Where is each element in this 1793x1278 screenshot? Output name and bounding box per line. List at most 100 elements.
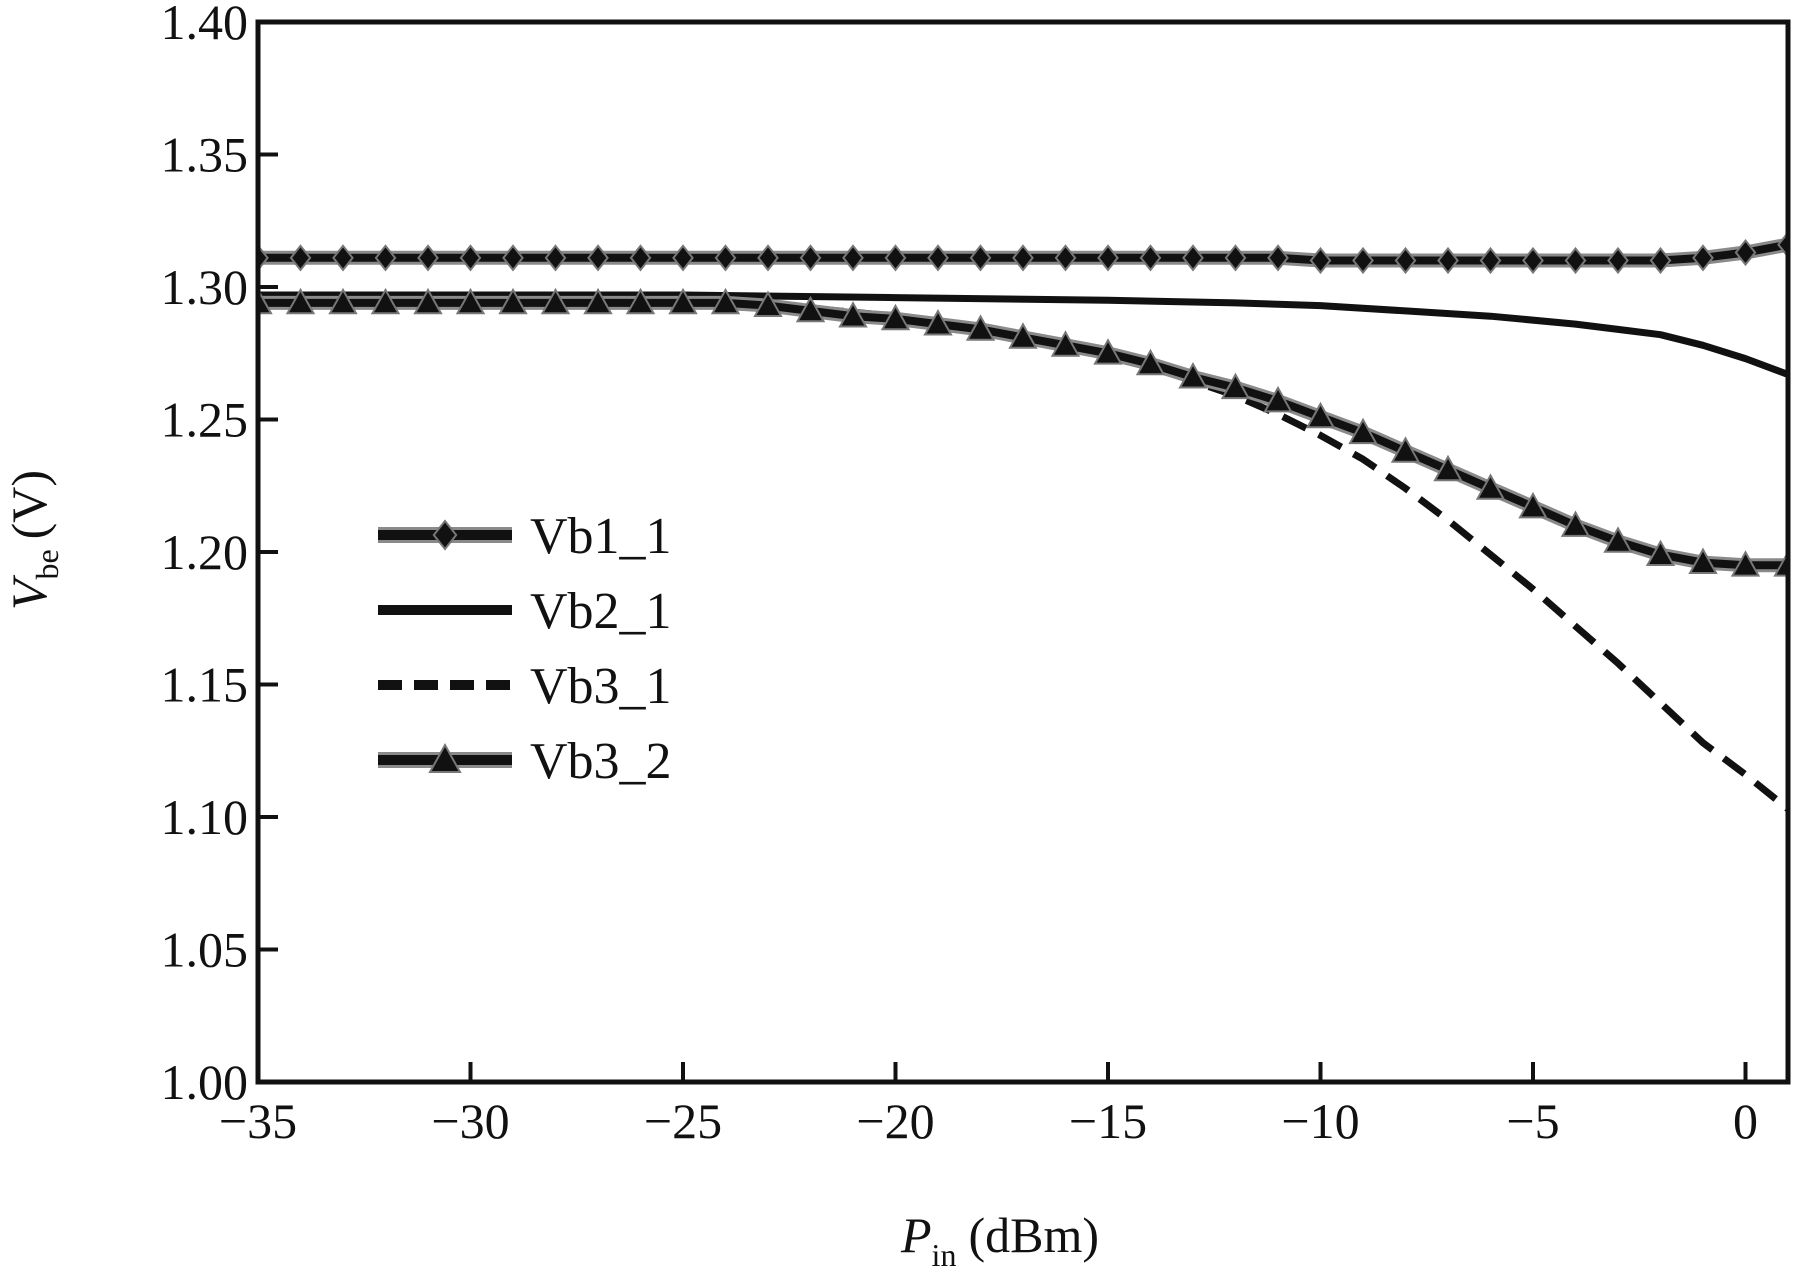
series-line-Vb3_1 — [258, 299, 1788, 812]
y-axis-label-main: V — [1, 574, 57, 610]
series-Vb3_2-marker — [1603, 526, 1633, 553]
legend-label: Vb2_1 — [530, 583, 672, 640]
series-Vb3_2-marker — [540, 287, 571, 315]
series-Vb3_2-marker — [1220, 372, 1251, 400]
series-Vb3_2-marker — [1475, 473, 1506, 500]
x-tick-label: −30 — [431, 1093, 509, 1149]
y-tick-label: 1.05 — [161, 922, 249, 978]
series-Vb1_1-marker — [1182, 244, 1204, 272]
series-Vb1_1-marker — [757, 244, 779, 272]
series-Vb1_1-marker — [1734, 238, 1757, 267]
legend-label: Vb1_1 — [530, 508, 672, 565]
series-Vb1_1 — [258, 230, 1788, 275]
series-Vb3_2-marker — [1560, 510, 1591, 537]
x-tick-label: −5 — [1506, 1093, 1559, 1149]
legend-label: Vb3_1 — [530, 658, 672, 715]
series-Vb1_1-marker — [1649, 246, 1672, 275]
series-Vb3_2-marker — [795, 295, 826, 323]
y-axis-ticks: 1.00 1.05 1.10 1.15 1.20 1.25 1.30 1.35 1.40 — [161, 0, 278, 1110]
series-line-Vb2_1 — [258, 291, 1788, 378]
series-Vb1_1-marker — [842, 244, 864, 272]
legend-item-Vb2_1: Vb2_1 — [378, 583, 672, 640]
series-Vb1_1-marker — [587, 244, 609, 272]
series-Vb1_1-marker — [1607, 246, 1629, 275]
y-tick-label: 1.10 — [161, 789, 249, 845]
legend-marker — [428, 742, 462, 773]
series-Vb3_2-marker — [880, 303, 911, 331]
series-Vb1_1-marker — [1054, 244, 1077, 272]
series-Vb3_2-marker — [1433, 454, 1463, 482]
legend-marker — [432, 519, 458, 551]
plot-frame — [255, 19, 1791, 1085]
series-Vb1_1-marker — [1097, 244, 1119, 272]
series-Vb1_1-marker — [459, 244, 482, 272]
series-Vb1_1-marker — [332, 244, 354, 272]
series-Vb1_1-marker — [1394, 246, 1417, 275]
series-Vb1_1-marker — [289, 244, 312, 272]
legend-label: Vb3_2 — [530, 733, 672, 790]
y-tick-label: 1.30 — [161, 259, 249, 315]
x-axis-label-unit: (dBm) — [968, 1207, 1099, 1263]
x-tick-label: 0 — [1733, 1093, 1758, 1149]
series-Vb1_1-marker — [1224, 244, 1247, 272]
series-Vb3_2-marker — [285, 287, 316, 315]
series-Vb1_1-marker — [884, 244, 907, 272]
series-Vb1_1-marker — [1139, 244, 1162, 272]
y-tick-label: 1.40 — [161, 0, 249, 50]
series-Vb1_1-marker — [1437, 246, 1459, 275]
legend-item-Vb1_1: Vb1_1 — [378, 508, 672, 565]
legend-item-Vb3_2: Vb3_2 — [378, 733, 672, 790]
y-axis-label-unit: (V) — [1, 470, 57, 539]
series-Vb3_2-marker — [1390, 436, 1421, 463]
y-axis-label: Vbe (V) — [1, 470, 65, 610]
series-Vb1_1-marker — [927, 244, 949, 272]
series-Vb3_2-marker — [1093, 338, 1123, 365]
x-axis-ticks: −35 −30 −25 −20 −15 −10 −5 0 — [219, 1062, 1758, 1149]
series-Vb1_1-marker — [1309, 246, 1332, 275]
series-Vb3_2-marker — [1645, 539, 1676, 567]
series-Vb1_1-marker — [417, 244, 439, 272]
series-Vb3_2-marker — [498, 287, 528, 315]
series-Vb1_1-marker — [1692, 244, 1714, 272]
series-Vb1_1-marker — [1564, 246, 1587, 275]
legend-item-Vb3_1: Vb3_1 — [378, 658, 672, 715]
series-Vb3_2-marker — [1730, 550, 1761, 577]
series-Vb1_1-marker — [969, 244, 992, 272]
y-tick-label: 1.25 — [161, 392, 249, 448]
series-Vb1_1-marker — [1522, 246, 1544, 275]
series-Vb3_2-marker — [328, 287, 358, 315]
series-group — [258, 230, 1788, 812]
series-Vb3_2-marker — [370, 287, 401, 315]
series-Vb3_2 — [258, 287, 1788, 577]
legend: Vb1_1 Vb2_1 Vb3_1 Vb3_2 — [378, 508, 672, 790]
series-Vb3_2-marker — [923, 309, 953, 336]
x-tick-label: −35 — [219, 1093, 297, 1149]
series-Vb1_1-marker — [374, 244, 397, 272]
y-tick-label: 1.00 — [161, 1054, 249, 1110]
series-Vb3_2-marker — [1178, 362, 1208, 389]
x-tick-label: −15 — [1069, 1093, 1147, 1149]
series-Vb1_1-marker — [502, 244, 524, 272]
series-Vb3_2-marker — [753, 290, 783, 317]
x-axis-label-main: P — [900, 1207, 932, 1263]
series-Vb3_2-marker — [413, 287, 443, 315]
series-Vb3_2-marker — [668, 287, 698, 315]
series-Vb3_2-marker — [965, 314, 996, 341]
series-Vb3_2-marker — [1518, 491, 1548, 519]
series-Vb1_1-marker — [1479, 246, 1502, 275]
y-axis-label-sub: be — [29, 549, 65, 579]
x-tick-label: −25 — [644, 1093, 722, 1149]
series-Vb1_1-marker — [714, 244, 737, 272]
series-Vb3_2-marker — [1135, 348, 1166, 376]
x-tick-label: −20 — [856, 1093, 934, 1149]
series-Vb3_2-marker — [258, 287, 273, 315]
series-Vb1_1-marker — [672, 244, 694, 272]
series-Vb3_2-marker — [1348, 417, 1378, 445]
series-Vb3_2-marker — [1263, 385, 1293, 413]
series-Vb1_1-marker — [1012, 244, 1034, 272]
series-Vb1_1-marker — [1352, 246, 1374, 275]
y-tick-label: 1.20 — [161, 524, 249, 580]
x-axis-label: Pin (dBm) — [900, 1207, 1099, 1273]
